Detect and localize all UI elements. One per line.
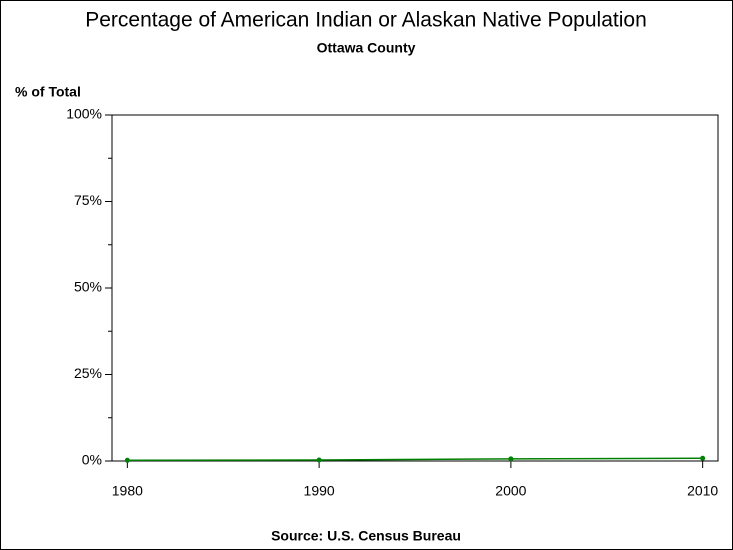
- x-tick-label: 2010: [687, 483, 718, 499]
- data-point: [508, 456, 514, 462]
- chart-subtitle: Ottawa County: [317, 40, 416, 56]
- y-tick-label: 100%: [66, 106, 102, 122]
- data-point: [316, 457, 322, 463]
- y-tick-label: 50%: [74, 279, 102, 295]
- y-axis-label: % of Total: [15, 84, 81, 100]
- y-tick-label: 0%: [82, 452, 102, 468]
- x-tick-label: 1980: [112, 483, 143, 499]
- x-tick-label: 2000: [495, 483, 526, 499]
- x-tick-label: 1990: [304, 483, 335, 499]
- data-point: [124, 457, 130, 463]
- chart-title: Percentage of American Indian or Alaskan…: [85, 9, 647, 32]
- y-tick-label: 75%: [74, 192, 102, 208]
- data-line: [127, 457, 703, 462]
- source-note: Source: U.S. Census Bureau: [271, 528, 461, 544]
- data-point: [700, 455, 706, 461]
- y-tick-label: 25%: [74, 365, 102, 381]
